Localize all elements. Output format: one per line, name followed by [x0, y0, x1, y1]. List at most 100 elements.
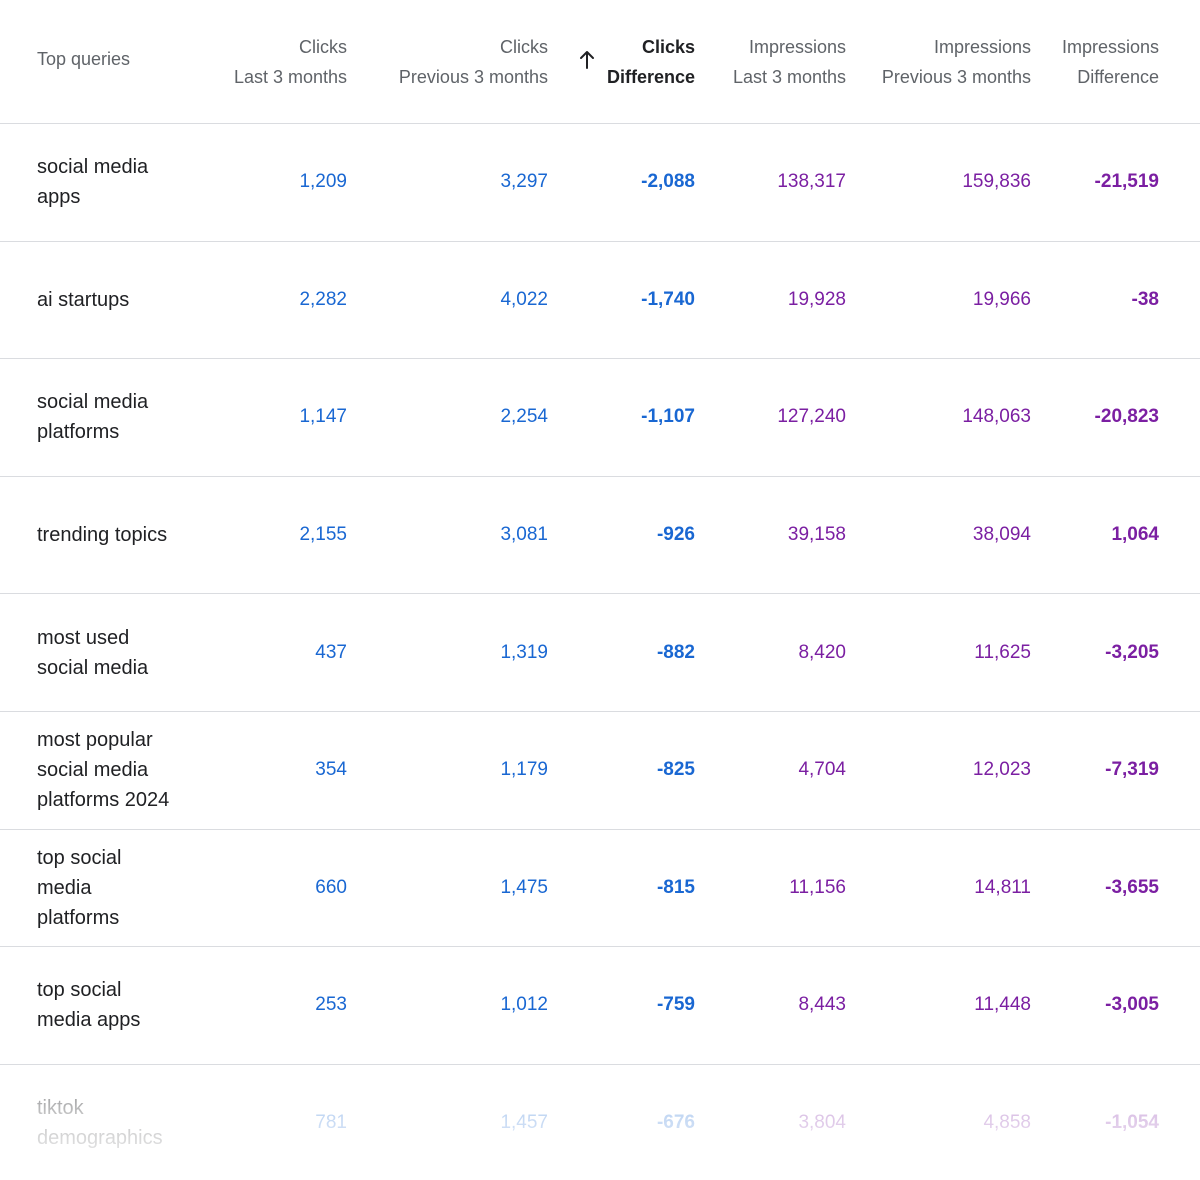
table-row[interactable]: social media apps 1,209 3,297 -2,088 138,317 1…: [0, 124, 1200, 242]
cell-clicks-difference: -1,107: [641, 406, 695, 428]
table-row[interactable]: most used social media 437 1,319 -882 8,420 11…: [0, 594, 1200, 712]
cell-impressions-previous: 19,966: [972, 288, 1031, 310]
query-text-line: platforms: [37, 906, 120, 929]
cell-clicks-last: 2,155: [299, 524, 347, 546]
query-text-line: media apps: [37, 1009, 141, 1032]
cell-query[interactable]: trending topics: [37, 477, 207, 594]
table-header: Top queries Clicks Last 3 months Clicks …: [0, 0, 1200, 124]
query-text-line: trending topics: [37, 524, 168, 547]
cell-impressions-previous: 159,836: [962, 171, 1031, 193]
cell-impressions-difference: 1,064: [1111, 524, 1159, 546]
column-header-top-queries[interactable]: Top queries: [37, 44, 130, 74]
table-row[interactable]: trending topics 2,155 3,081 -926 39,158 38,09…: [0, 477, 1200, 595]
column-header-period: Previous 3 months: [881, 67, 1031, 87]
cell-clicks-previous: 1,012: [500, 994, 548, 1016]
column-header-period: Difference: [606, 67, 695, 87]
query-text-line: social media: [37, 156, 149, 179]
cell-clicks-last: 2,282: [299, 288, 347, 310]
cell-impressions-previous: 4,858: [983, 1112, 1031, 1134]
cell-clicks-last: 660: [315, 876, 347, 898]
query-text-line: apps: [37, 186, 81, 209]
cell-impressions-previous: 14,811: [974, 876, 1031, 898]
cell-clicks-last: 781: [315, 1112, 347, 1134]
cell-impressions-difference: -3,005: [1105, 994, 1159, 1016]
column-header-clicks-last[interactable]: Clicks Last 3 months: [234, 32, 347, 92]
column-header-period: Last 3 months: [732, 67, 846, 87]
cell-clicks-previous: 4,022: [500, 288, 548, 310]
query-text-line: most used: [37, 626, 130, 649]
query-text-line: ai startups: [37, 288, 130, 311]
cell-impressions-last: 3,804: [798, 1112, 846, 1134]
cell-impressions-last: 138,317: [777, 171, 846, 193]
query-text-line: social media: [37, 656, 149, 679]
cell-clicks-previous: 3,081: [500, 524, 548, 546]
query-text-line: demographics: [37, 1127, 163, 1150]
cell-clicks-previous: 1,457: [500, 1112, 548, 1134]
cell-impressions-difference: -3,205: [1105, 641, 1159, 663]
query-text-line: tiktok: [37, 1097, 84, 1120]
cell-impressions-difference: -20,823: [1094, 406, 1159, 428]
cell-query[interactable]: social media apps: [37, 124, 207, 241]
query-text-line: media: [37, 876, 92, 899]
cell-query[interactable]: social media platforms: [37, 359, 207, 476]
cell-query[interactable]: ai startups: [37, 242, 207, 359]
cell-clicks-last: 354: [315, 759, 347, 781]
cell-impressions-last: 39,158: [787, 524, 846, 546]
cell-clicks-last: 1,147: [299, 406, 347, 428]
table-row[interactable]: ai startups 2,282 4,022 -1,740 19,928 19,966 -…: [0, 242, 1200, 360]
table-body: social media apps 1,209 3,297 -2,088 138,317 1…: [0, 124, 1200, 1180]
cell-impressions-previous: 148,063: [962, 406, 1031, 428]
cell-impressions-previous: 38,094: [972, 524, 1031, 546]
column-header-impressions-last[interactable]: Impressions Last 3 months: [733, 32, 846, 92]
cell-query[interactable]: most popular social media platforms 2024: [37, 712, 207, 829]
cell-clicks-difference: -2,088: [641, 171, 695, 193]
column-header-impressions-difference[interactable]: Impressions Difference: [1062, 32, 1159, 92]
cell-query[interactable]: top social media apps: [37, 947, 207, 1064]
query-text-line: social media: [37, 391, 149, 414]
cell-query[interactable]: top social media platforms: [37, 830, 207, 947]
query-text-line: top social: [37, 979, 122, 1002]
column-header-impressions-previous[interactable]: Impressions Previous 3 months: [882, 32, 1031, 92]
cell-impressions-previous: 12,023: [972, 759, 1031, 781]
cell-clicks-difference: -676: [656, 1112, 695, 1134]
cell-impressions-difference: -7,319: [1105, 759, 1159, 781]
column-header-metric: Impressions: [748, 37, 846, 57]
table-row[interactable]: tiktok demographics 781 1,457 -676 3,804 4,858…: [0, 1065, 1200, 1180]
cell-clicks-previous: 1,179: [500, 759, 548, 781]
cell-clicks-difference: -759: [656, 994, 695, 1016]
cell-impressions-last: 11,156: [789, 876, 846, 898]
column-header-clicks-previous[interactable]: Clicks Previous 3 months: [399, 32, 548, 92]
cell-clicks-previous: 2,254: [500, 406, 548, 428]
table-row[interactable]: top social media apps 253 1,012 -759 8,443 11,…: [0, 947, 1200, 1065]
query-text-line: platforms: [37, 421, 120, 444]
column-header-clicks-difference[interactable]: Clicks Difference: [607, 32, 695, 92]
column-header-metric: Impressions: [933, 37, 1031, 57]
cell-impressions-last: 127,240: [777, 406, 846, 428]
column-header-label: Top queries: [37, 49, 131, 69]
cell-clicks-difference: -825: [656, 759, 695, 781]
cell-clicks-previous: 1,475: [500, 876, 548, 898]
query-text-line: platforms 2024: [37, 789, 170, 812]
cell-clicks-last: 437: [315, 641, 347, 663]
cell-impressions-last: 19,928: [787, 288, 846, 310]
query-text-line: top social: [37, 846, 122, 869]
table-row[interactable]: most popular social media platforms 2024 35…: [0, 712, 1200, 830]
cell-query[interactable]: most used social media: [37, 594, 207, 711]
column-header-period: Last 3 months: [233, 67, 347, 87]
cell-clicks-previous: 3,297: [500, 171, 548, 193]
cell-query[interactable]: tiktok demographics: [37, 1065, 207, 1180]
cell-clicks-difference: -1,740: [641, 288, 695, 310]
cell-impressions-difference: -38: [1131, 288, 1159, 310]
cell-impressions-last: 8,420: [798, 641, 846, 663]
cell-impressions-difference: -21,519: [1094, 171, 1159, 193]
column-header-metric: Clicks: [299, 37, 347, 57]
cell-clicks-last: 253: [315, 994, 347, 1016]
cell-clicks-previous: 1,319: [500, 641, 548, 663]
cell-clicks-difference: -815: [656, 876, 695, 898]
table-row[interactable]: social media platforms 1,147 2,254 -1,107 127…: [0, 359, 1200, 477]
table-row[interactable]: top social media platforms 660 1,475 -815 11,1…: [0, 830, 1200, 948]
cell-clicks-difference: -926: [656, 524, 695, 546]
arrow-up-icon[interactable]: [577, 48, 597, 72]
cell-impressions-previous: 11,625: [974, 641, 1031, 663]
